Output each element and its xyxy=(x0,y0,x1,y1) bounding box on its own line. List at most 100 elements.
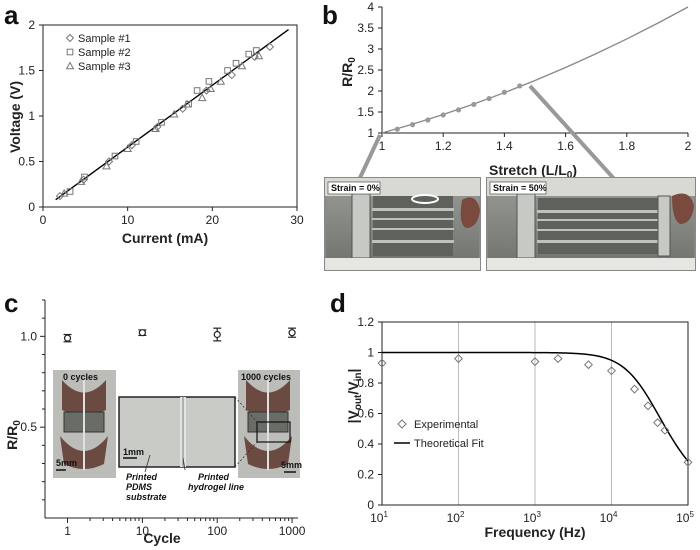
inset-connector-top xyxy=(234,396,258,423)
chart-c-xtick-label: 10 xyxy=(136,524,150,538)
chart-a-xtick-label: 20 xyxy=(206,213,220,227)
chart-b-curve xyxy=(381,6,689,134)
chart-c-xtick-label: 1000 xyxy=(279,524,306,538)
chart-a-ytick-label: 0 xyxy=(28,200,35,214)
chart-b-xtick-label: 2 xyxy=(685,139,692,153)
chart-b-ytick-label: 3.5 xyxy=(357,21,374,35)
chart-b-plot: 1 1.2 1.4 1.6 1.8 2 1 1.5 2 2.5 3 3.5 4 xyxy=(357,0,691,153)
chart-c-plot: 1 10 100 1000 0.5 1.0 xyxy=(20,299,306,538)
chart-a-legend-marker-square xyxy=(66,48,74,56)
chart-b-ytick-label: 2.5 xyxy=(357,63,374,77)
inset-label-hydrogel-2: hydrogel line xyxy=(188,482,244,492)
chart-d-point xyxy=(630,384,640,394)
chart-a-point-square xyxy=(111,152,119,160)
chart-b-point xyxy=(501,89,507,95)
inset-connector-bottom xyxy=(234,441,258,468)
chart-a-point-triangle xyxy=(237,61,247,70)
chart-d-xtick-label: 102 xyxy=(447,510,465,525)
chart-b-point xyxy=(517,83,523,89)
connector-left xyxy=(356,134,382,183)
chart-c-point xyxy=(138,329,146,337)
inset-label-pdms-3: substrate xyxy=(126,492,167,502)
chart-d-point xyxy=(530,357,540,367)
chart-d-fit-curve xyxy=(382,351,689,462)
photo-right-cycles-label: 1000 cycles xyxy=(241,372,291,382)
photo-1000-cycles: 1000 cycles 5mm xyxy=(238,370,302,478)
chart-c-ytick-label: 1.0 xyxy=(20,329,37,343)
chart-a-plot: 0 10 20 30 0 0.5 1 1.5 2 xyxy=(18,18,304,227)
chart-d-legend-marker-diamond xyxy=(397,419,407,429)
chart-a-point-triangle xyxy=(206,84,215,92)
chart-a-ytick-label: 1.5 xyxy=(18,64,35,78)
scale-left: 5mm xyxy=(56,458,77,468)
chart-a-point-triangle xyxy=(123,144,133,153)
chart-a-ytick-label: 1 xyxy=(28,109,35,123)
panel-a: a 0 10 20 30 0 0.5 1 1.5 2 Current (mA) Voltage … xyxy=(4,0,304,246)
chart-a-ylabel: Voltage (V) xyxy=(7,81,23,153)
chart-d-point xyxy=(553,354,563,364)
panel-c-letter: c xyxy=(4,288,18,318)
photo-left-cycles-label: 0 cycles xyxy=(63,372,98,382)
chart-a-point-square xyxy=(232,59,240,67)
chart-a-point-square xyxy=(193,87,201,94)
chart-b-xtick-label: 1.8 xyxy=(618,139,635,153)
chart-d-point xyxy=(583,360,593,370)
chart-a-point-triangle xyxy=(169,109,179,118)
chart-a-point-triangle xyxy=(151,124,160,133)
chart-b-point xyxy=(394,126,400,132)
chart-a-point-square xyxy=(253,47,260,54)
chart-d-xlabel: Frequency (Hz) xyxy=(484,524,585,540)
chart-b-point xyxy=(440,112,446,118)
chart-a-point-square xyxy=(158,119,165,126)
chart-d-point xyxy=(377,358,387,368)
chart-a-point-triangle xyxy=(102,161,111,170)
chart-d-ytick-label: 0.4 xyxy=(357,437,374,451)
inset-label-hydrogel-1: Printed xyxy=(198,472,230,482)
chart-d-plot: 101 102 103 104 105 0 0.2 0.4 0.6 0.8 1 1.2 xyxy=(357,315,694,525)
chart-c-xtick-label: 100 xyxy=(207,524,227,538)
chart-d-ytick-label: 0.2 xyxy=(357,468,374,482)
chart-a-legend-label: Sample #2 xyxy=(78,47,131,59)
chart-d-legend-label: Theoretical Fit xyxy=(414,438,484,450)
chart-d-legend: Experimental Theoretical Fit xyxy=(394,419,484,450)
chart-a-legend-marker-triangle xyxy=(65,61,75,70)
chart-b-ylabel: R/R0 xyxy=(339,57,358,87)
chart-a-point-diamond xyxy=(104,157,114,166)
panel-b-letter: b xyxy=(322,0,338,30)
chart-a-xlabel: Current (mA) xyxy=(122,230,208,246)
chart-a-point-square xyxy=(132,138,140,145)
chart-a-point-diamond xyxy=(55,191,65,201)
photo-right-label: Strain = 50% xyxy=(493,183,547,193)
chart-a-legend-label: Sample #3 xyxy=(78,61,131,73)
chart-d-ytick-label: 1.2 xyxy=(357,315,374,329)
photo-0-cycles: 0 cycles 5mm xyxy=(53,370,116,478)
chart-b-ytick-label: 3 xyxy=(367,42,374,56)
scale-inset: 1mm xyxy=(123,447,144,457)
chart-c-point xyxy=(63,334,72,342)
panel-b: b 1 1.2 1.4 1.6 1.8 2 1 1.5 2 2.5 3 3.5 4 Stretch (L… xyxy=(322,0,696,271)
panel-d: d 101 102 103 104 105 0 0.2 0.4 0.6 0.8 1 1.2 Frequ… xyxy=(330,288,694,540)
chart-a-point-diamond xyxy=(227,70,237,80)
panel-c: c 1 10 100 1000 0.5 1.0 Cycle R/R0 0 cycles 5… xyxy=(4,288,306,546)
chart-a-point-triangle xyxy=(76,176,86,185)
chart-a-point-diamond xyxy=(178,104,187,113)
inset-label-pdms-2: PDMS xyxy=(126,482,152,492)
chart-a-point-diamond xyxy=(265,42,275,52)
chart-b-ytick-label: 1 xyxy=(367,126,374,140)
chart-c-xtick-label: 1 xyxy=(64,524,71,538)
chart-c-point xyxy=(288,329,296,337)
chart-b-xtick-label: 1 xyxy=(379,139,386,153)
connector-right xyxy=(528,84,619,184)
chart-b-xtick-label: 1.4 xyxy=(496,139,513,153)
chart-a-legend-label: Sample #1 xyxy=(78,33,131,45)
chart-d-point xyxy=(606,366,617,376)
chart-b-ytick-label: 4 xyxy=(367,0,374,14)
panel-d-letter: d xyxy=(330,288,346,318)
chart-d-ytick-label: 0 xyxy=(367,498,374,512)
chart-a-point-square xyxy=(245,50,253,58)
chart-d-ytick-label: 0.6 xyxy=(357,407,374,421)
chart-a-point-triangle xyxy=(197,93,207,102)
chart-c-point xyxy=(213,330,221,339)
chart-b-xlabel: Stretch (L/L0) xyxy=(489,162,577,181)
